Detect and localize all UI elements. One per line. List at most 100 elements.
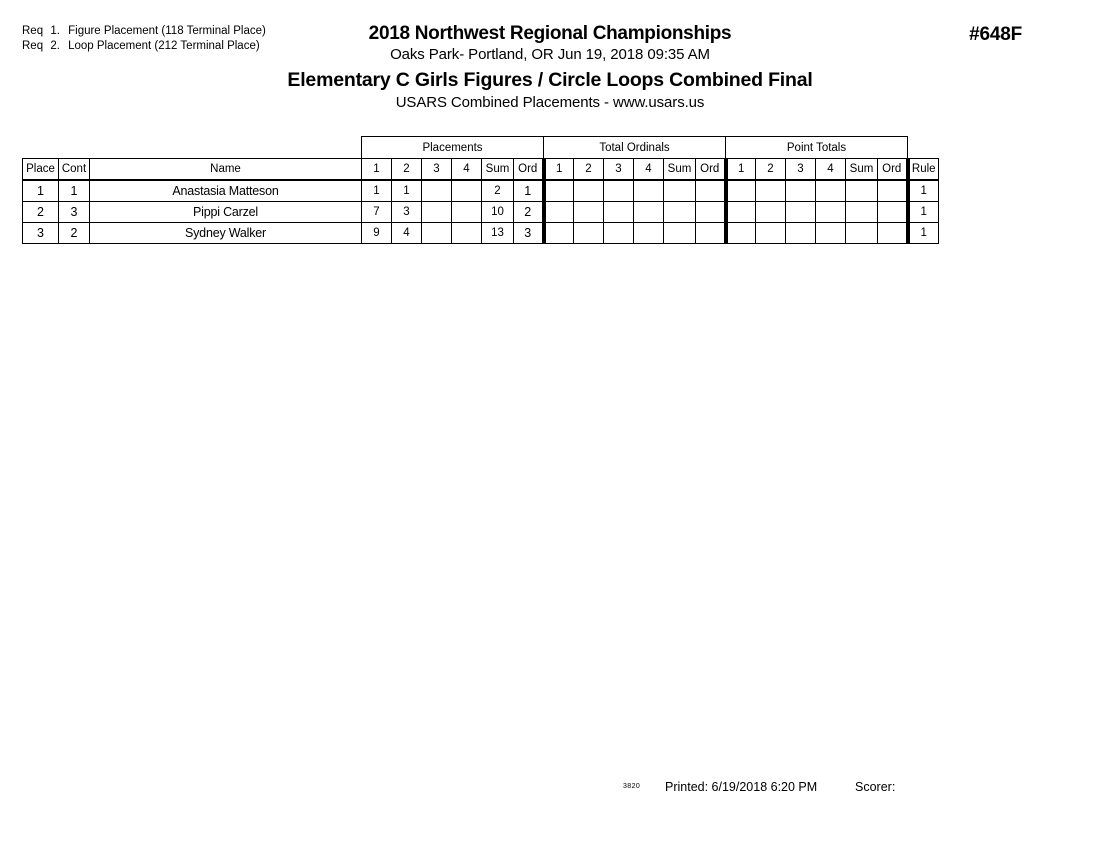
cell-total-ordinals-ord: [695, 222, 726, 244]
col-header-placements-2: 2: [391, 158, 422, 181]
requirement-text: Figure Placement (118 Terminal Place): [68, 25, 266, 37]
cell-point-totals-sum: [845, 222, 878, 244]
group-header-total-ordinals: Total Ordinals: [543, 136, 726, 159]
meet-venue-datetime: Oaks Park- Portland, OR Jun 19, 2018 09:…: [390, 46, 710, 63]
cell-placements-4: [451, 201, 482, 223]
col-header-total-ordinals-sum: Sum: [663, 158, 696, 181]
cell-place: 2: [22, 201, 59, 223]
col-header-cont: Cont: [58, 158, 90, 181]
cell-rule: 1: [905, 222, 939, 244]
cell-cont: 3: [58, 201, 90, 223]
cell-name: Anastasia Matteson: [89, 179, 362, 202]
requirement-label: Req: [22, 25, 44, 37]
cell-total-ordinals-ord: [695, 201, 726, 223]
cell-placements-3: [421, 201, 452, 223]
cell-point-totals-2: [755, 201, 786, 223]
cell-placements-2: 3: [391, 201, 422, 223]
event-subtitle: USARS Combined Placements - www.usars.us: [395, 94, 705, 111]
col-header-point-totals-1: 1: [723, 158, 756, 181]
col-header-place: Place: [22, 158, 59, 181]
col-header-name: Name: [89, 158, 362, 181]
table-row[interactable]: 1 1 Anastasia Matteson 1 1 2 1 1: [22, 179, 939, 202]
cell-cont: 2: [58, 222, 90, 244]
cell-point-totals-3: [785, 201, 816, 223]
cell-total-ordinals-2: [573, 179, 604, 202]
requirement-label: Req: [22, 40, 44, 52]
cell-placements-3: [421, 179, 452, 202]
requirements-block: Req 1. Figure Placement (118 Terminal Pl…: [22, 24, 266, 54]
cell-name: Pippi Carzel: [89, 201, 362, 223]
cell-point-totals-sum: [845, 179, 878, 202]
cell-placements-4: [451, 179, 482, 202]
col-header-total-ordinals-1: 1: [541, 158, 574, 181]
cell-total-ordinals-2: [573, 222, 604, 244]
cell-total-ordinals-3: [603, 179, 634, 202]
cell-rule: 1: [905, 179, 939, 202]
table-row[interactable]: 2 3 Pippi Carzel 7 3 10 2 1: [22, 201, 939, 223]
cell-total-ordinals-4: [633, 201, 664, 223]
cell-total-ordinals-sum: [663, 201, 696, 223]
column-header-row: Place Cont Name 1 2 3 4 Sum Ord 1 2 3 4 …: [22, 158, 939, 181]
footer-printed-timestamp: Printed: 6/19/2018 6:20 PM: [665, 780, 818, 794]
cell-total-ordinals-1: [541, 179, 574, 202]
event-title: Elementary C Girls Figures / Circle Loop…: [287, 69, 813, 91]
table-row[interactable]: 3 2 Sydney Walker 9 4 13 3 1: [22, 222, 939, 244]
requirement-number: 2.: [50, 40, 60, 52]
group-spacer: [23, 137, 362, 159]
cell-total-ordinals-1: [541, 201, 574, 223]
col-header-placements-ord: Ord: [513, 158, 544, 181]
cell-point-totals-4: [815, 179, 846, 202]
cell-point-totals-ord: [877, 201, 908, 223]
cell-point-totals-4: [815, 222, 846, 244]
col-header-placements-1: 1: [361, 158, 392, 181]
cell-placements-3: [421, 222, 452, 244]
event-number: #648F: [969, 24, 1022, 45]
col-header-point-totals-2: 2: [755, 158, 786, 181]
cell-point-totals-4: [815, 201, 846, 223]
cell-point-totals-sum: [845, 201, 878, 223]
col-header-point-totals-4: 4: [815, 158, 846, 181]
col-header-total-ordinals-3: 3: [603, 158, 634, 181]
cell-total-ordinals-ord: [695, 179, 726, 202]
col-header-placements-sum: Sum: [481, 158, 514, 181]
cell-total-ordinals-sum: [663, 179, 696, 202]
cell-total-ordinals-3: [603, 201, 634, 223]
col-header-rule: Rule: [905, 158, 939, 181]
cell-placements-sum: 2: [481, 179, 514, 202]
cell-placements-4: [451, 222, 482, 244]
footer-scorer-label: Scorer:: [855, 780, 896, 794]
cell-place: 3: [22, 222, 59, 244]
col-header-total-ordinals-4: 4: [633, 158, 664, 181]
cell-point-totals-ord: [877, 222, 908, 244]
col-header-placements-3: 3: [421, 158, 452, 181]
cell-total-ordinals-4: [633, 222, 664, 244]
cell-placements-1: 7: [361, 201, 392, 223]
requirement-number: 1.: [50, 25, 60, 37]
group-spacer-rule: [908, 137, 939, 159]
cell-total-ordinals-sum: [663, 222, 696, 244]
cell-point-totals-ord: [877, 179, 908, 202]
col-header-point-totals-3: 3: [785, 158, 816, 181]
group-header-point-totals: Point Totals: [725, 136, 908, 159]
cell-placements-1: 9: [361, 222, 392, 244]
group-header-placements: Placements: [361, 136, 544, 159]
footer-form-code: 3820: [623, 783, 641, 790]
cell-point-totals-3: [785, 222, 816, 244]
header-title-block: 2018 Northwest Regional Championships Oa…: [0, 22, 1100, 113]
cell-rule: 1: [905, 201, 939, 223]
col-header-point-totals-sum: Sum: [845, 158, 878, 181]
results-table: Placements Total Ordinals Point Totals P…: [22, 136, 939, 244]
cell-point-totals-1: [723, 179, 756, 202]
cell-placements-1: 1: [361, 179, 392, 202]
results-table-container: Placements Total Ordinals Point Totals P…: [22, 136, 939, 244]
requirement-line-2: Req 2. Loop Placement (212 Terminal Plac…: [22, 39, 266, 54]
cell-place: 1: [22, 179, 59, 202]
cell-name: Sydney Walker: [89, 222, 362, 244]
cell-total-ordinals-4: [633, 179, 664, 202]
cell-placements-2: 1: [391, 179, 422, 202]
cell-placements-ord: 2: [513, 201, 544, 223]
cell-point-totals-2: [755, 222, 786, 244]
cell-cont: 1: [58, 179, 90, 202]
cell-point-totals-1: [723, 201, 756, 223]
col-header-point-totals-ord: Ord: [877, 158, 908, 181]
